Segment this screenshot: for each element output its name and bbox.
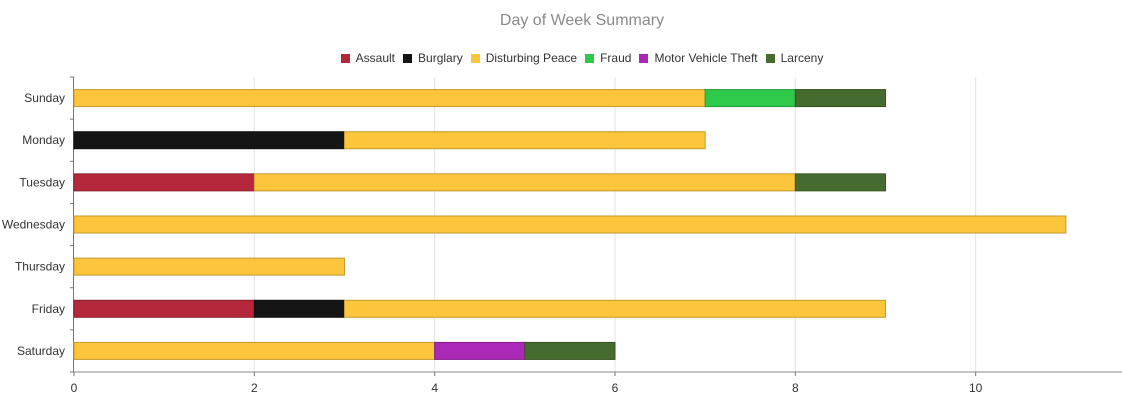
- legend-label: Larceny: [780, 51, 824, 65]
- bar-disturbing-peace[interactable]: [344, 299, 886, 318]
- bar-disturbing-peace[interactable]: [73, 257, 345, 276]
- bar-larceny[interactable]: [794, 173, 886, 192]
- bar-larceny[interactable]: [794, 89, 886, 108]
- x-tick-label: 6: [612, 381, 619, 395]
- bar-assault[interactable]: [73, 299, 255, 318]
- legend-swatch: [340, 53, 350, 63]
- legend-label: Fraud: [600, 51, 632, 65]
- x-tick-label: 4: [431, 381, 438, 395]
- y-tick-label: Thursday: [15, 260, 65, 274]
- x-tick-label: 8: [792, 381, 799, 395]
- bar-disturbing-peace[interactable]: [253, 173, 796, 192]
- y-tick-label: Saturday: [17, 344, 65, 358]
- bar-larceny[interactable]: [524, 341, 616, 360]
- legend-label: Motor Vehicle Theft: [654, 51, 758, 65]
- bar-assault[interactable]: [73, 173, 255, 192]
- legend-swatch: [470, 53, 480, 63]
- legend-item[interactable]: Motor Vehicle Theft: [639, 51, 758, 65]
- y-tick-label: Sunday: [24, 91, 65, 105]
- legend-label: Disturbing Peace: [485, 51, 578, 65]
- x-tick-label: 2: [251, 381, 258, 395]
- bar-disturbing-peace[interactable]: [344, 131, 706, 150]
- legend-label: Assault: [355, 51, 396, 65]
- legend-item[interactable]: Fraud: [585, 51, 631, 65]
- legend-item[interactable]: Disturbing Peace: [470, 51, 578, 65]
- y-tick-label: Monday: [22, 133, 65, 147]
- legend-swatch: [585, 53, 595, 63]
- y-tick-label: Tuesday: [19, 175, 65, 189]
- bar-motor-vehicle-theft[interactable]: [434, 341, 526, 360]
- chart-title: Day of Week Summary: [499, 12, 665, 29]
- x-tick-label: 0: [71, 381, 78, 395]
- bar-disturbing-peace[interactable]: [73, 89, 706, 108]
- legend-label: Burglary: [418, 51, 463, 65]
- legend-swatch: [639, 53, 649, 63]
- bar-fraud[interactable]: [704, 89, 796, 108]
- legend-item[interactable]: Burglary: [403, 51, 463, 65]
- bar-disturbing-peace[interactable]: [73, 215, 1067, 234]
- legend-swatch: [765, 53, 775, 63]
- x-tick-label: 10: [969, 381, 983, 395]
- y-tick-label: Friday: [32, 302, 65, 316]
- bar-burglary[interactable]: [253, 299, 345, 318]
- chart-legend: Assault Burglary Disturbing Peace Fraud Moto…: [0, 51, 1122, 65]
- bar-disturbing-peace[interactable]: [73, 341, 436, 360]
- legend-item[interactable]: Larceny: [765, 51, 824, 65]
- legend-swatch: [403, 53, 413, 63]
- legend-item[interactable]: Assault: [340, 51, 396, 65]
- y-tick-label: Wednesday: [2, 218, 65, 232]
- bar-burglary[interactable]: [73, 131, 345, 150]
